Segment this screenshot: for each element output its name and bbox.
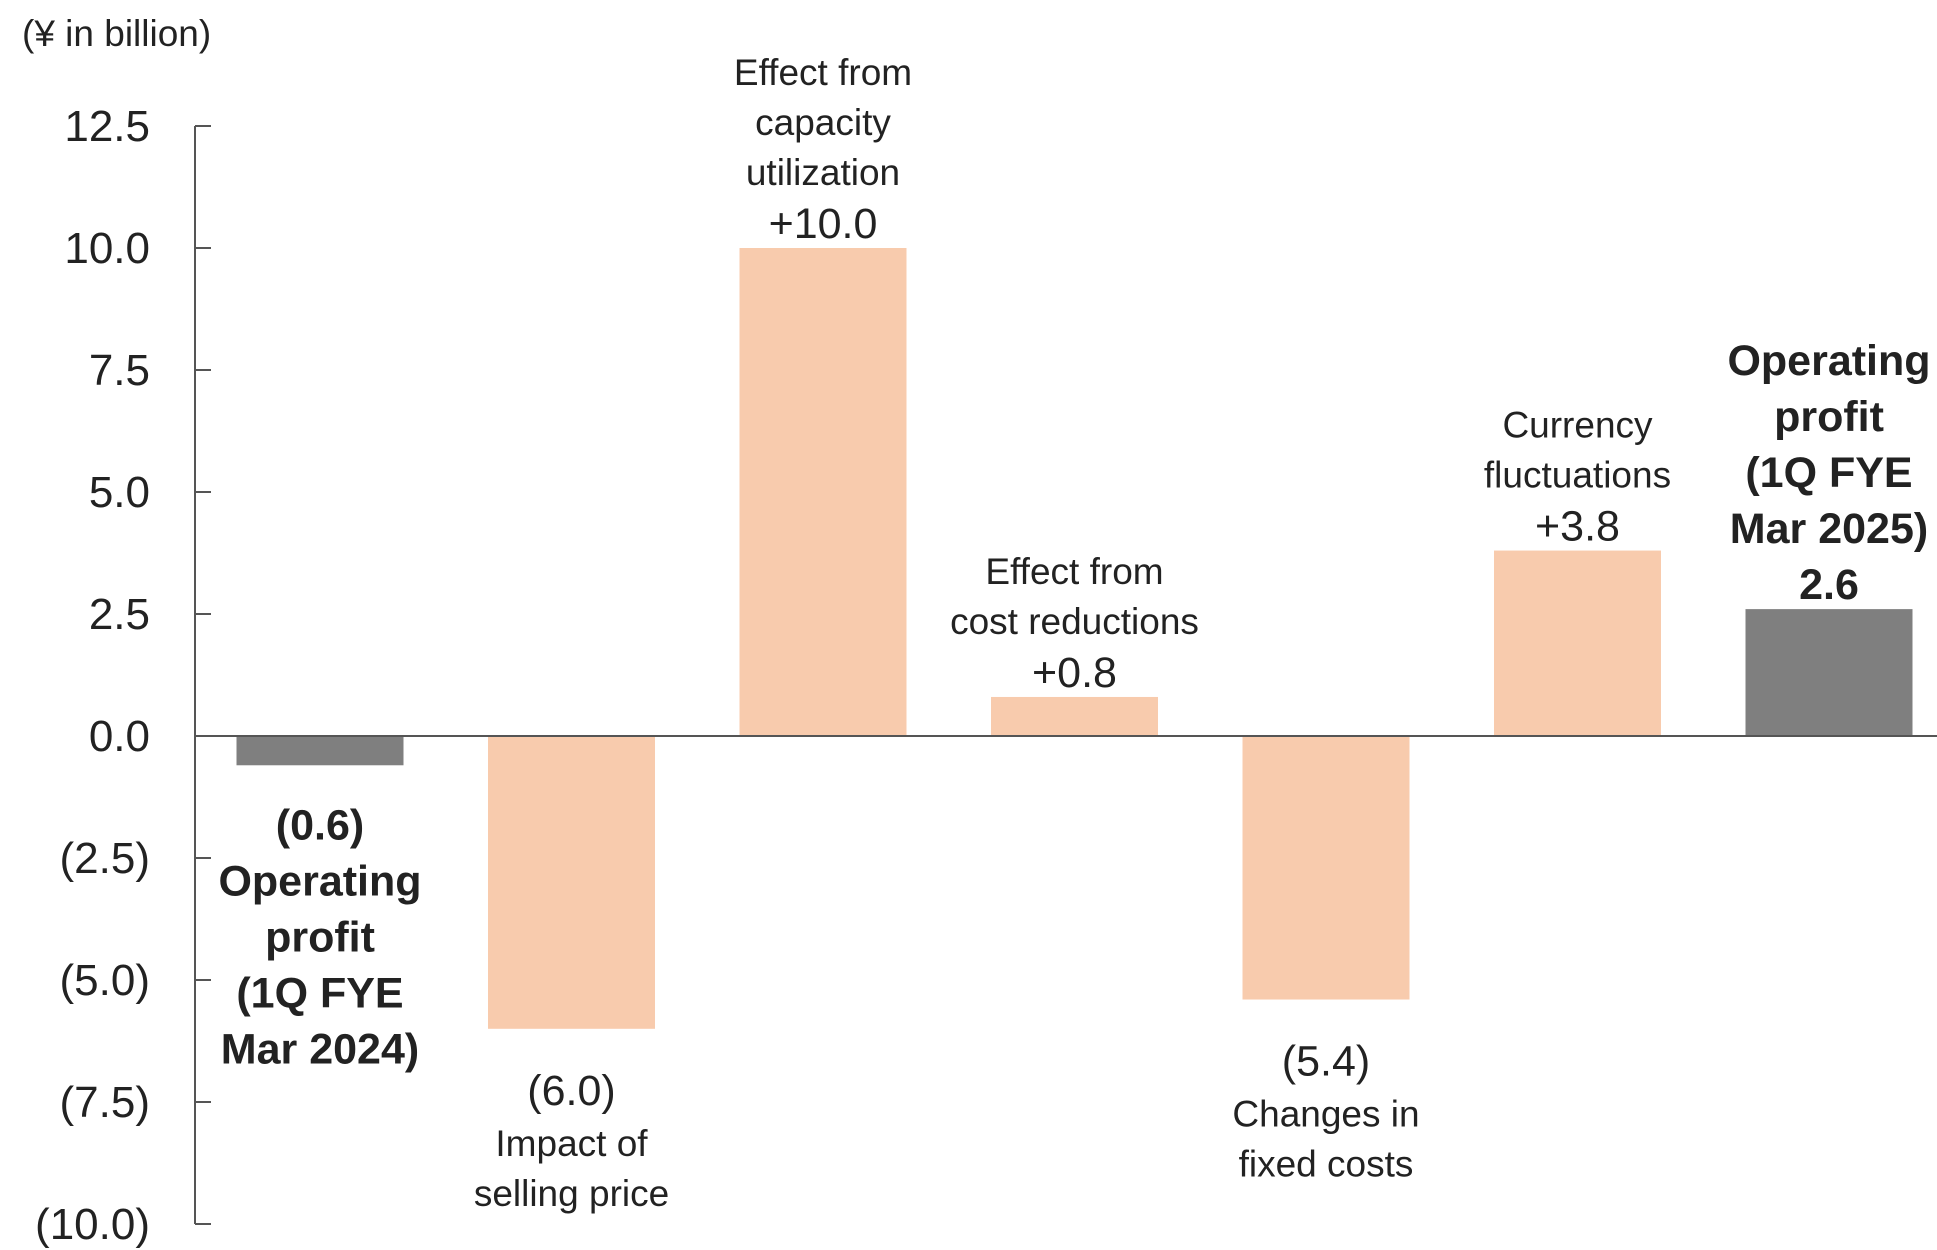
y-tick-label: (2.5)	[60, 834, 150, 883]
y-tick-label: 2.5	[89, 590, 150, 639]
bar-category-label: selling price	[474, 1173, 669, 1214]
y-tick-label: (7.5)	[60, 1078, 150, 1127]
bar-value-label: (0.6)	[276, 801, 364, 849]
y-tick-label: 10.0	[64, 224, 150, 273]
bar-category-label: profit	[265, 913, 375, 961]
bar-change	[991, 696, 1158, 736]
bar-value-label: 2.6	[1799, 561, 1859, 609]
y-tick-label: 5.0	[89, 468, 150, 517]
bar-category-label: capacity	[755, 102, 891, 143]
bar-value-label: +3.8	[1535, 503, 1620, 551]
bar-change	[488, 736, 655, 1029]
bar-change	[1494, 550, 1661, 736]
bar-category-label: Currency	[1502, 405, 1653, 446]
bar-category-label: fixed costs	[1239, 1144, 1414, 1185]
bar-category-label: Mar 2025)	[1730, 505, 1928, 553]
bar-category-label: (1Q FYE	[236, 969, 403, 1017]
bar-value-label: (5.4)	[1282, 1038, 1370, 1086]
y-tick-label: (5.0)	[60, 956, 150, 1005]
bar-category-label: utilization	[746, 152, 900, 193]
bar-change	[739, 248, 907, 736]
bar-category-label: (1Q FYE	[1745, 449, 1912, 497]
bar-category-label: Changes in	[1232, 1094, 1419, 1135]
bar-change	[1242, 736, 1410, 1000]
bar-category-label: Effect from	[734, 52, 912, 93]
y-tick-label: 0.0	[89, 712, 150, 761]
bar-value-label: +0.8	[1032, 649, 1117, 697]
y-tick-label: 7.5	[89, 346, 150, 395]
bar-total	[1745, 609, 1913, 736]
y-axis: (10.0) (7.5) (5.0) (2.5) 0.0 2.5 5.0 7.5 10.0 12.…	[35, 102, 211, 1249]
bars	[236, 248, 1913, 1029]
unit-label: (¥ in billion)	[22, 13, 211, 54]
bar-category-label: profit	[1774, 393, 1884, 441]
y-tick-label: (10.0)	[35, 1200, 150, 1249]
y-tick-label: 12.5	[64, 102, 150, 151]
bar-category-label: Operating	[1727, 337, 1930, 385]
bar-category-label: fluctuations	[1484, 455, 1671, 496]
bar-category-label: cost reductions	[950, 601, 1199, 642]
bar-total	[236, 736, 404, 766]
bar-category-label: Effect from	[985, 551, 1163, 592]
bar-category-label: Operating	[218, 857, 421, 905]
bar-value-label: (6.0)	[527, 1067, 615, 1115]
bar-category-label: Mar 2024)	[221, 1025, 419, 1073]
bar-value-label: +10.0	[769, 200, 878, 248]
bar-category-label: Impact of	[495, 1123, 648, 1164]
bar-labels: (0.6) Operating profit (1Q FYE Mar 2024) (6.0…	[218, 52, 1930, 1214]
